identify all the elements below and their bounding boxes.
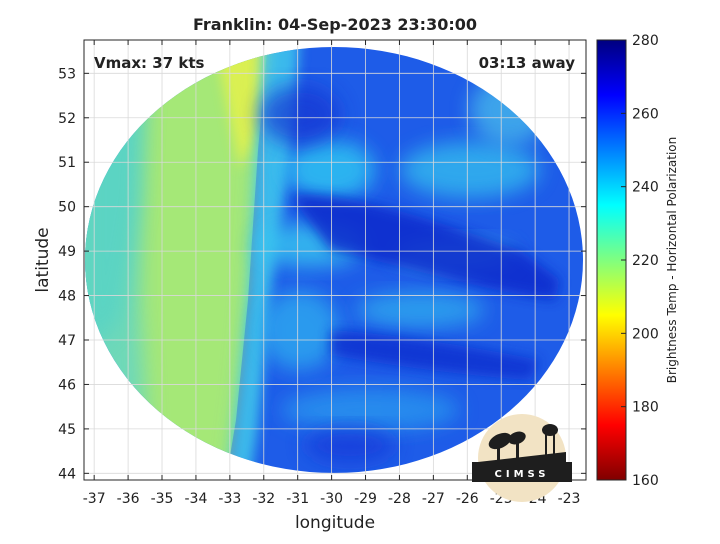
x-tick-label: -33 — [218, 491, 241, 507]
grid — [84, 40, 586, 480]
x-tick-label: -26 — [456, 491, 479, 507]
cold-cloud-cell — [305, 427, 395, 463]
colorbar-tick-label: 160 — [632, 473, 659, 489]
dish-stand — [516, 441, 519, 459]
y-tick-label: 47 — [58, 333, 76, 349]
x-tick-label: -29 — [354, 491, 377, 507]
y-tick-label: 53 — [58, 66, 76, 82]
y-tick-label: 46 — [58, 377, 76, 393]
colorbar-tick-label: 180 — [632, 400, 659, 416]
colorbar-tick-label: 200 — [632, 326, 659, 342]
colorbar-tick-label: 220 — [632, 253, 659, 269]
y-tick-label: 52 — [58, 111, 76, 127]
x-tick-label: -32 — [252, 491, 275, 507]
logo-building — [472, 462, 572, 482]
satellite-dish-icon — [488, 432, 512, 450]
tower-leg — [553, 434, 555, 458]
cold-cloud-cell — [260, 85, 340, 145]
water-tower-icon — [542, 424, 558, 436]
cloud-streak — [285, 140, 375, 200]
x-tick-label: -35 — [151, 491, 174, 507]
y-tick-label: 48 — [58, 289, 76, 305]
x-tick-label: -23 — [558, 491, 581, 507]
colorbar-ticks: 160 180 200 220 240 260 280 — [621, 33, 659, 489]
cold-cloud-band — [290, 194, 560, 300]
y-tick-label: 45 — [58, 422, 76, 438]
colorbar-tick-label: 260 — [632, 106, 659, 122]
colorbar-tick-label: 240 — [632, 180, 659, 196]
dish-stand — [497, 444, 500, 462]
x-tick-label: -30 — [320, 491, 343, 507]
tower-leg — [545, 434, 547, 458]
vmax-annotation: Vmax: 37 kts — [94, 54, 204, 72]
cloud-streak — [400, 142, 540, 198]
transition-strip — [230, 47, 300, 473]
x-tick-label: -37 — [83, 491, 106, 507]
x-tick-label: -27 — [422, 491, 445, 507]
cold-cloud-band — [330, 330, 540, 380]
yellow-band-north — [215, 47, 272, 170]
y-tick-label: 49 — [58, 244, 76, 260]
axes-box — [83, 39, 587, 481]
y-axis-label: latitude — [33, 227, 53, 292]
chart-title: Franklin: 04-Sep-2023 23:30:00 — [193, 15, 477, 34]
x-axis-label: longitude — [295, 513, 375, 533]
y-tick-label: 44 — [58, 466, 76, 482]
cloud-streak — [280, 388, 460, 432]
time-away-annotation: 03:13 away — [479, 54, 576, 72]
cimss-logo: CIMSS — [472, 414, 572, 502]
y-tick-label: 51 — [58, 155, 76, 171]
x-tick-label: -28 — [388, 491, 411, 507]
x-tick-label: -36 — [117, 491, 140, 507]
satellite-dish-icon — [508, 431, 526, 445]
colorbar-label: Brightness Temp - Horizontal Polarizatio… — [665, 137, 679, 384]
cloud-streak — [355, 292, 485, 328]
y-tick-label: 50 — [58, 200, 76, 216]
y-axis: 44 45 46 47 48 49 50 51 52 53 — [58, 66, 586, 482]
x-tick-label: -31 — [286, 491, 309, 507]
cloud-streak — [260, 290, 340, 370]
colorbar-tick-label: 280 — [632, 33, 659, 49]
logo-text: CIMSS — [495, 469, 550, 480]
x-tick-label: -34 — [184, 491, 207, 507]
